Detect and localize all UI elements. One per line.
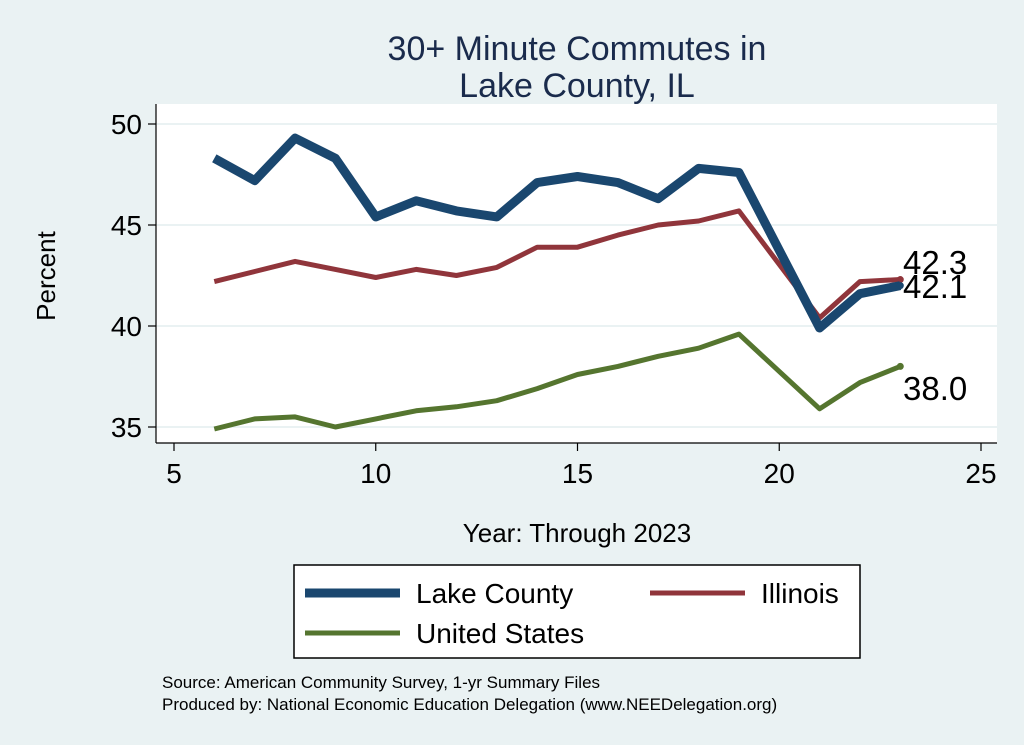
- series-line-lake-county: [212, 133, 902, 333]
- x-tick-label-5: 5: [166, 458, 182, 489]
- y-axis-ticks: 35 40 45 50: [111, 109, 156, 443]
- series-end-point-lake-county: [896, 282, 904, 290]
- y-tick-label-40: 40: [111, 311, 142, 342]
- series-end-point-united-states: [896, 362, 904, 370]
- y-tick-label-35: 35: [111, 412, 142, 443]
- y-tick-label-50: 50: [111, 109, 142, 140]
- end-label-illinois: 42.3: [903, 244, 967, 281]
- series-end-point-illinois: [896, 276, 904, 284]
- legend-label-united-states: United States: [416, 618, 584, 649]
- x-axis-ticks: 5 10 15 20 25: [166, 443, 997, 489]
- legend-label-illinois: Illinois: [761, 578, 839, 609]
- x-axis-title: Year: Through 2023: [463, 518, 691, 548]
- x-tick-label-10: 10: [360, 458, 391, 489]
- grid-lines: [156, 123, 997, 428]
- legend-box: [293, 564, 861, 659]
- series-line-illinois: [213, 208, 901, 321]
- end-label-united-states: 38.0: [903, 370, 967, 407]
- produced-by-note: Produced by: National Economic Education…: [162, 695, 777, 714]
- source-note: Source: American Community Survey, 1-yr …: [162, 673, 600, 692]
- end-label-lake-county: 42.1: [903, 268, 967, 305]
- end-labels: 42.142.3 38.0: [903, 244, 967, 407]
- legend: Lake County Illinois United States: [293, 564, 861, 659]
- x-tick-label-15: 15: [562, 458, 593, 489]
- legend-label-lake-county: Lake County: [416, 578, 573, 609]
- x-tick-label-20: 20: [764, 458, 795, 489]
- y-axis-title: Percent: [31, 230, 61, 320]
- series-lines: [212, 133, 904, 432]
- axes: [155, 104, 997, 444]
- y-tick-label-45: 45: [111, 210, 142, 241]
- chart-title-line-1: 30+ Minute Commutes in: [388, 30, 767, 68]
- series-line-united-states: [213, 331, 902, 432]
- x-tick-label-25: 25: [965, 458, 996, 489]
- chart-title-line-2: Lake County, IL: [459, 67, 695, 105]
